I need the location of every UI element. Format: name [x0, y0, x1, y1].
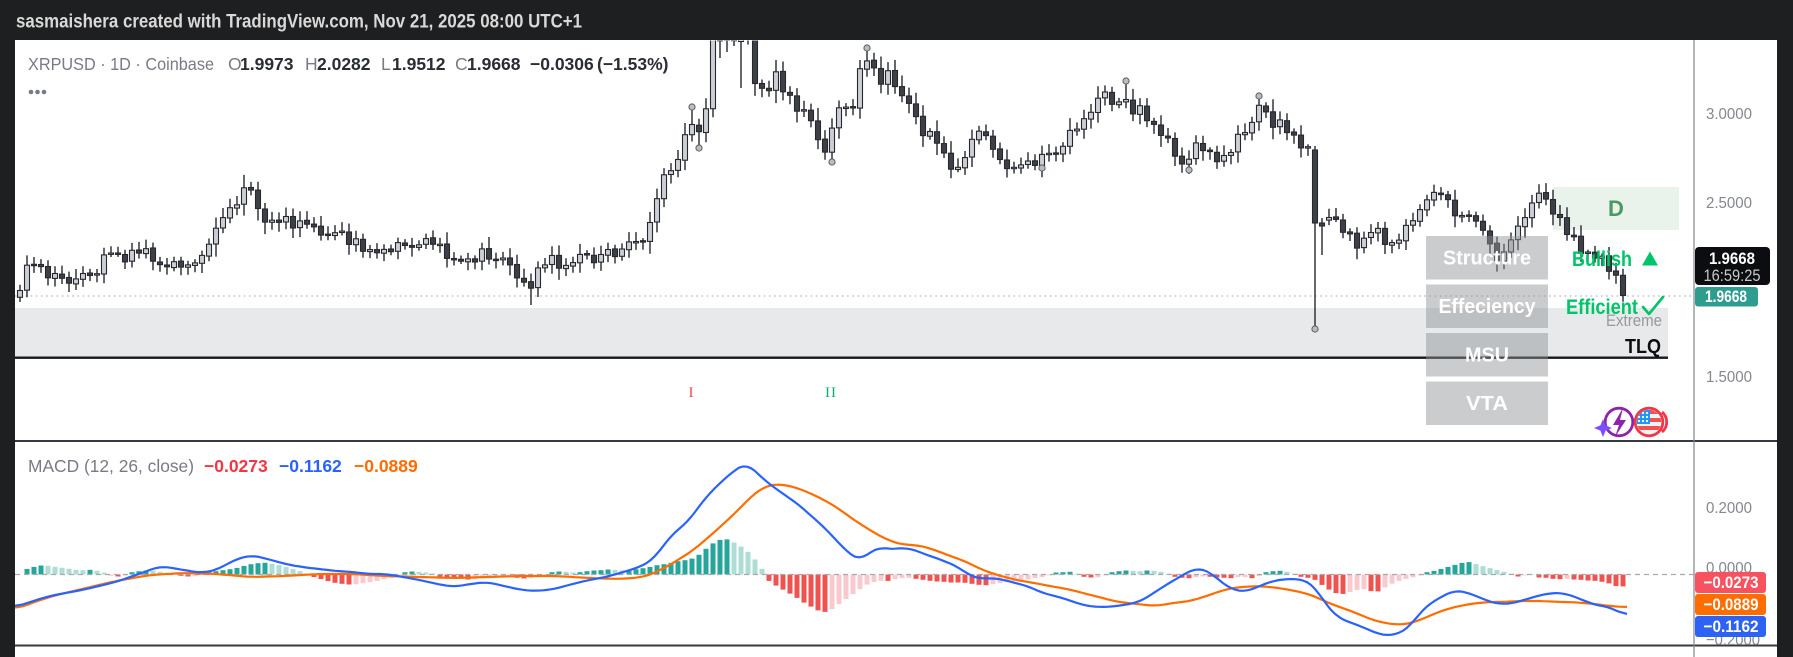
svg-text:XRPUSD · 1D · Coinbase: XRPUSD · 1D · Coinbase [28, 54, 214, 74]
svg-text:0.2000: 0.2000 [1706, 500, 1752, 517]
svg-text:2.5000: 2.5000 [1706, 195, 1752, 212]
svg-text:C: C [455, 54, 468, 74]
svg-text:D: D [1608, 196, 1624, 221]
svg-text:Structure: Structure [1443, 248, 1531, 270]
svg-text:−0.0273: −0.0273 [204, 456, 268, 476]
svg-text:−0.1162: −0.1162 [1704, 617, 1759, 636]
svg-text:1.9512: 1.9512 [392, 54, 446, 74]
svg-text:16:59:25: 16:59:25 [1704, 266, 1761, 285]
svg-text:MACD (12, 26, close): MACD (12, 26, close) [28, 456, 194, 476]
svg-text:Extreme: Extreme [1606, 311, 1662, 330]
svg-text:1.9973: 1.9973 [240, 54, 294, 74]
svg-text:3.0000: 3.0000 [1706, 106, 1752, 123]
svg-text:−0.0273: −0.0273 [1704, 573, 1759, 592]
svg-text:Effeciency: Effeciency [1439, 296, 1537, 318]
svg-text:VTA: VTA [1466, 393, 1508, 415]
svg-text:−0.1162: −0.1162 [279, 456, 342, 476]
svg-text:2.0282: 2.0282 [317, 54, 371, 74]
svg-text:−0.0889: −0.0889 [1704, 595, 1759, 614]
svg-text:H: H [305, 54, 318, 74]
svg-text:I: I [689, 385, 694, 401]
svg-text:sasmaishera created with Tradi: sasmaishera created with TradingView.com… [16, 11, 582, 33]
svg-text:II: II [825, 385, 837, 401]
svg-text:−0.0306: −0.0306 [530, 54, 594, 74]
svg-text:−0.0889: −0.0889 [354, 456, 418, 476]
svg-text:TLQ: TLQ [1625, 336, 1661, 358]
svg-text:1.9668: 1.9668 [1705, 287, 1747, 306]
svg-text:1.9668: 1.9668 [1709, 249, 1755, 268]
svg-text:Efficient: Efficient [1566, 296, 1638, 319]
svg-text:O: O [228, 54, 242, 74]
svg-text:(−1.53%): (−1.53%) [597, 54, 669, 74]
svg-text:1.9668: 1.9668 [467, 54, 521, 74]
svg-text:MSU: MSU [1465, 345, 1509, 367]
svg-text:Bullish: Bullish [1572, 248, 1632, 271]
svg-text:1.5000: 1.5000 [1706, 369, 1752, 386]
svg-text:L: L [381, 54, 391, 74]
